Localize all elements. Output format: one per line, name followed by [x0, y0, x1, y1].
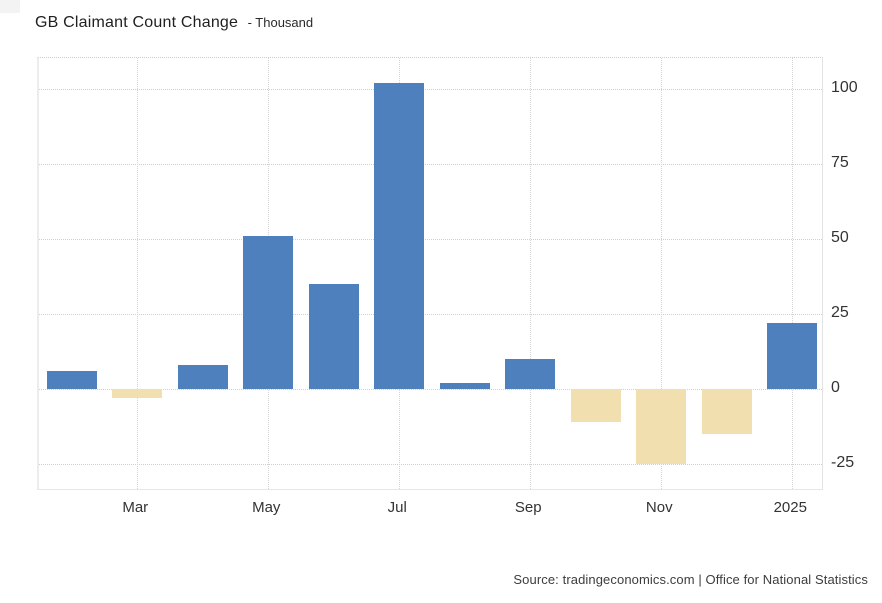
corner-artifact [0, 0, 20, 13]
y-axis-label--25: -25 [831, 454, 855, 472]
bar-apr[interactable] [177, 365, 228, 390]
y-axis-label-50: 50 [831, 229, 849, 247]
x-gridline-nov [661, 58, 663, 489]
x-axis-label-2025: 2025 [773, 499, 807, 516]
bar-mar[interactable] [112, 389, 163, 399]
source-attribution: Source: tradingeconomics.com | Office fo… [513, 572, 868, 587]
plot-area [37, 57, 823, 490]
chart-title-unit: - Thousand [247, 15, 314, 30]
y-gridline-75 [39, 164, 822, 166]
x-gridline-sep [530, 58, 532, 489]
y-axis-label-75: 75 [831, 154, 849, 172]
y-axis-label-25: 25 [831, 304, 849, 322]
bar-jan-2025[interactable] [767, 323, 818, 390]
bar-feb[interactable] [46, 371, 97, 390]
y-axis-label-0: 0 [831, 379, 840, 397]
y-gridline-25 [39, 314, 822, 316]
bar-may[interactable] [243, 236, 294, 390]
bar-jun[interactable] [308, 284, 359, 390]
x-axis-label-jul: Jul [387, 499, 407, 516]
chart-title-text: GB Claimant Count Change [35, 14, 239, 31]
chart-title: GB Claimant Count Change - Thousand [35, 14, 313, 32]
x-axis-label-nov: Nov [645, 499, 673, 516]
x-axis-label-may: May [252, 499, 281, 516]
bar-dec[interactable] [701, 389, 752, 435]
bar-aug[interactable] [439, 383, 490, 390]
bar-jul[interactable] [374, 83, 425, 390]
x-axis-label-mar: Mar [122, 499, 149, 516]
x-gridline-2025 [792, 58, 794, 489]
y-gridline-50 [39, 239, 822, 241]
y-gridline-0 [39, 389, 822, 391]
bar-oct[interactable] [570, 389, 621, 423]
bar-sep[interactable] [505, 359, 556, 390]
x-axis-label-sep: Sep [514, 499, 542, 516]
x-gridline-mar [137, 58, 139, 489]
y-axis-label-100: 100 [831, 79, 858, 97]
y-gridline-100 [39, 89, 822, 91]
y-gridline--25 [39, 464, 822, 466]
bar-nov[interactable] [636, 389, 687, 465]
